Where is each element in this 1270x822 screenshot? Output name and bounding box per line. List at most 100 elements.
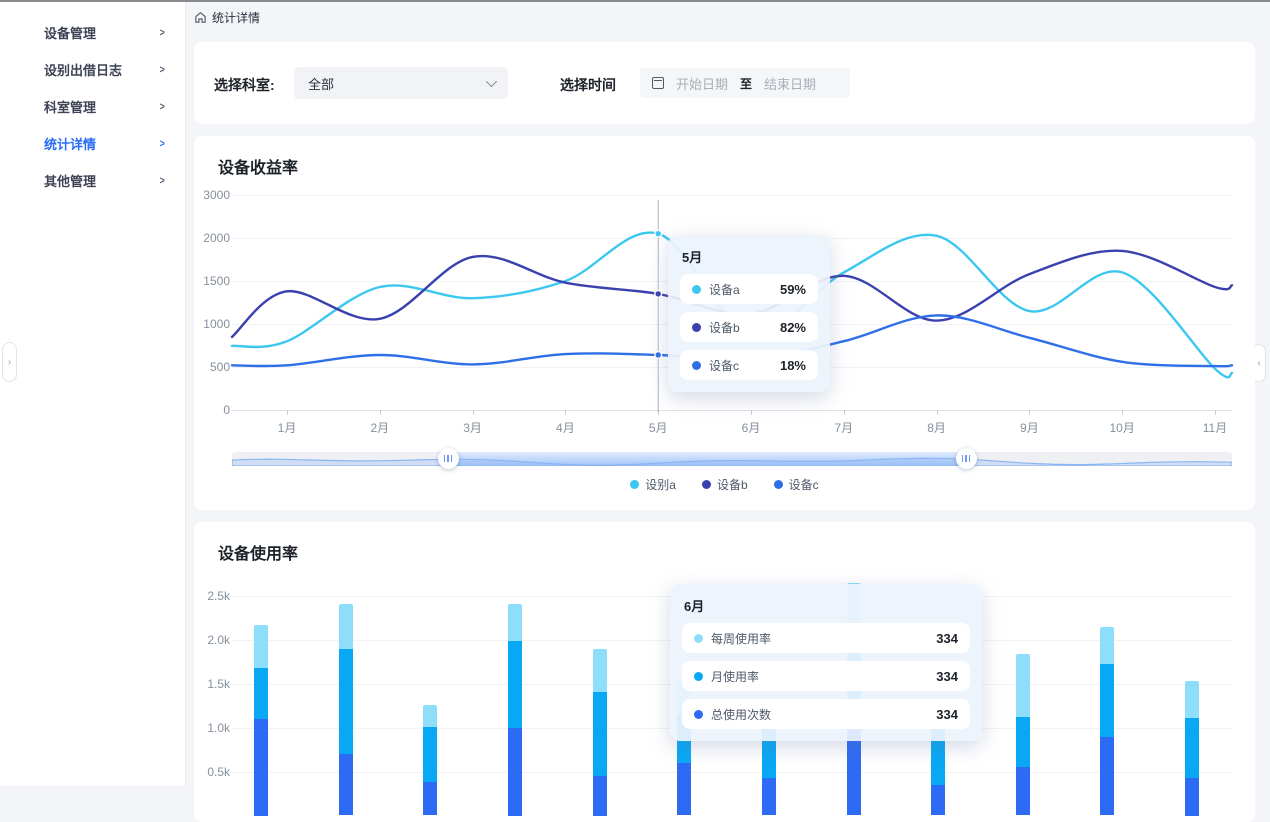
axis-tick (751, 410, 752, 415)
gridline (232, 195, 1232, 196)
stacked-bar (423, 704, 438, 816)
stacked-bar (507, 603, 522, 816)
legend-item-设备b[interactable]: 设备b (701, 476, 748, 493)
bar-segment (507, 603, 522, 641)
x-axis-tick-label: 3月 (463, 421, 482, 435)
y-axis-tick-label: 500 (209, 360, 230, 374)
y-axis-tick-label: 3000 (203, 188, 230, 202)
sidebar-expand-button[interactable]: › (2, 342, 17, 382)
stacked-bar (1015, 653, 1030, 816)
datazoom-handle-left[interactable] (437, 448, 459, 469)
tooltip-row: 设备b 82% (680, 312, 818, 342)
revenue-chart-legend: 设别a 设备b 设备c (194, 476, 1255, 493)
sidebar-item-label: 其他管理 (44, 174, 97, 189)
tooltip-series-value: 334 (936, 630, 958, 646)
highlight-dot-设备a (654, 229, 663, 238)
axis-tick (1122, 410, 1124, 415)
x-axis-tick-label: 11月 (1202, 421, 1228, 435)
datazoom-minimap (232, 457, 1232, 466)
x-axis-tick-label: 2月 (370, 421, 390, 435)
stacked-bar (592, 649, 607, 816)
revenue-chart-title: 设备收益率 (218, 160, 299, 177)
bar-segment (592, 692, 607, 777)
start-date-input[interactable]: 开始日期 (676, 76, 729, 92)
tooltip-row: 每周使用率 334 (682, 623, 970, 653)
bar-segment (507, 640, 522, 729)
bar-segment (1100, 626, 1115, 665)
minimap-area (232, 457, 1232, 466)
home-icon (195, 11, 206, 23)
datazoom-selected-range[interactable] (448, 452, 966, 466)
series-dot-icon (694, 709, 703, 719)
bar-segment (1015, 717, 1030, 768)
legend-label: 设别a (645, 478, 676, 492)
legend-item-设备c[interactable]: 设备c (773, 476, 819, 493)
x-axis-tick-label: 5月 (648, 421, 668, 435)
tooltip-series-value: 18% (779, 357, 806, 373)
handle-grip-icon (443, 455, 446, 462)
bar-segment (254, 624, 268, 668)
chevron-right-icon: > (159, 137, 165, 150)
stacked-bar (1100, 626, 1115, 816)
sidebar-item-设备管理[interactable]: 设备管理 > (0, 14, 185, 51)
handle-grip-icon (961, 455, 964, 462)
datazoom-handle-right[interactable] (955, 448, 977, 469)
chevron-right-icon: > (159, 100, 165, 113)
chevron-right-icon: > (159, 174, 165, 187)
stacked-bar (1185, 680, 1199, 816)
handle-grip-icon (965, 455, 967, 462)
tooltip-series-name: 每周使用率 (711, 631, 772, 646)
legend-item-设别a[interactable]: 设别a (630, 476, 676, 493)
tooltip-series-value: 82% (779, 319, 806, 335)
dept-filter-label: 选择科室: (214, 77, 275, 93)
series-dot-icon (694, 671, 703, 681)
sidebar-item-科室管理[interactable]: 科室管理 > (0, 88, 185, 125)
sidebar-item-其他管理[interactable]: 其他管理 > (0, 162, 185, 199)
x-axis-tick-label: 4月 (556, 421, 575, 435)
tooltip-series-name: 月使用率 (711, 669, 760, 684)
legend-dot-icon (630, 480, 640, 489)
filter-panel: 选择科室: 全部 选择时间 开始日期 至 结束日期 (194, 42, 1255, 124)
sidebar-item-统计详情[interactable]: 统计详情 > (0, 125, 185, 162)
bar-segment (338, 603, 353, 650)
sidebar: 设备管理 > 设别出借日志 > 科室管理 > 统计详情 > 其他管理 > (0, 2, 186, 786)
axis-tick (1029, 410, 1031, 415)
y-axis-tick-label: 0 (223, 403, 230, 417)
end-date-input[interactable]: 结束日期 (764, 76, 817, 92)
bar-segment (592, 649, 607, 693)
breadcrumb[interactable]: 统计详情 (194, 8, 260, 26)
x-axis-tick-label: 7月 (834, 421, 854, 435)
window-top-edge (0, 0, 1270, 2)
date-separator: 至 (740, 76, 753, 91)
revenue-chart-panel: 设备收益率 设别a 设备b 设备c 5月 设备a 59% 设备b 82% 设备c 18% 30… (194, 136, 1255, 510)
bar-segment (761, 777, 776, 816)
chevron-right-icon: > (159, 26, 165, 39)
sidebar-item-label: 设别出借日志 (44, 63, 123, 78)
legend-dot-icon (701, 480, 711, 489)
datazoom-slider[interactable] (232, 448, 1232, 469)
y-axis-tick-label: 1.5k (207, 677, 230, 691)
tooltip-series-name: 总使用次数 (711, 707, 772, 722)
y-axis-tick-label: 2.0k (207, 633, 230, 647)
tooltip-row: 设备c 18% (680, 350, 818, 380)
bar-segment (507, 728, 522, 816)
dept-select[interactable]: 全部 (294, 67, 508, 99)
tooltip-row: 月使用率 334 (682, 661, 970, 691)
date-range-picker[interactable]: 开始日期 至 结束日期 (640, 68, 850, 98)
tooltip-title: 5月 (682, 250, 703, 265)
axis-tick (843, 410, 845, 415)
chevron-down-icon (485, 75, 498, 88)
legend-label: 设备b (716, 478, 748, 492)
bar-segment (1185, 680, 1199, 718)
bar-segment (677, 762, 692, 816)
tooltip-series-name: 设备b (709, 320, 740, 335)
handle-grip-icon (968, 455, 971, 462)
sidebar-item-设别出借日志[interactable]: 设别出借日志 > (0, 51, 185, 88)
time-filter-label: 选择时间 (560, 77, 616, 93)
x-axis-tick-label: 10月 (1109, 421, 1135, 435)
tooltip-series-name: 设备c (709, 358, 740, 373)
y-axis-tick-label: 2000 (203, 231, 230, 245)
usage-chart-title: 设备使用率 (218, 546, 299, 563)
stacked-bar (254, 624, 268, 816)
series-dot-icon (692, 284, 701, 294)
